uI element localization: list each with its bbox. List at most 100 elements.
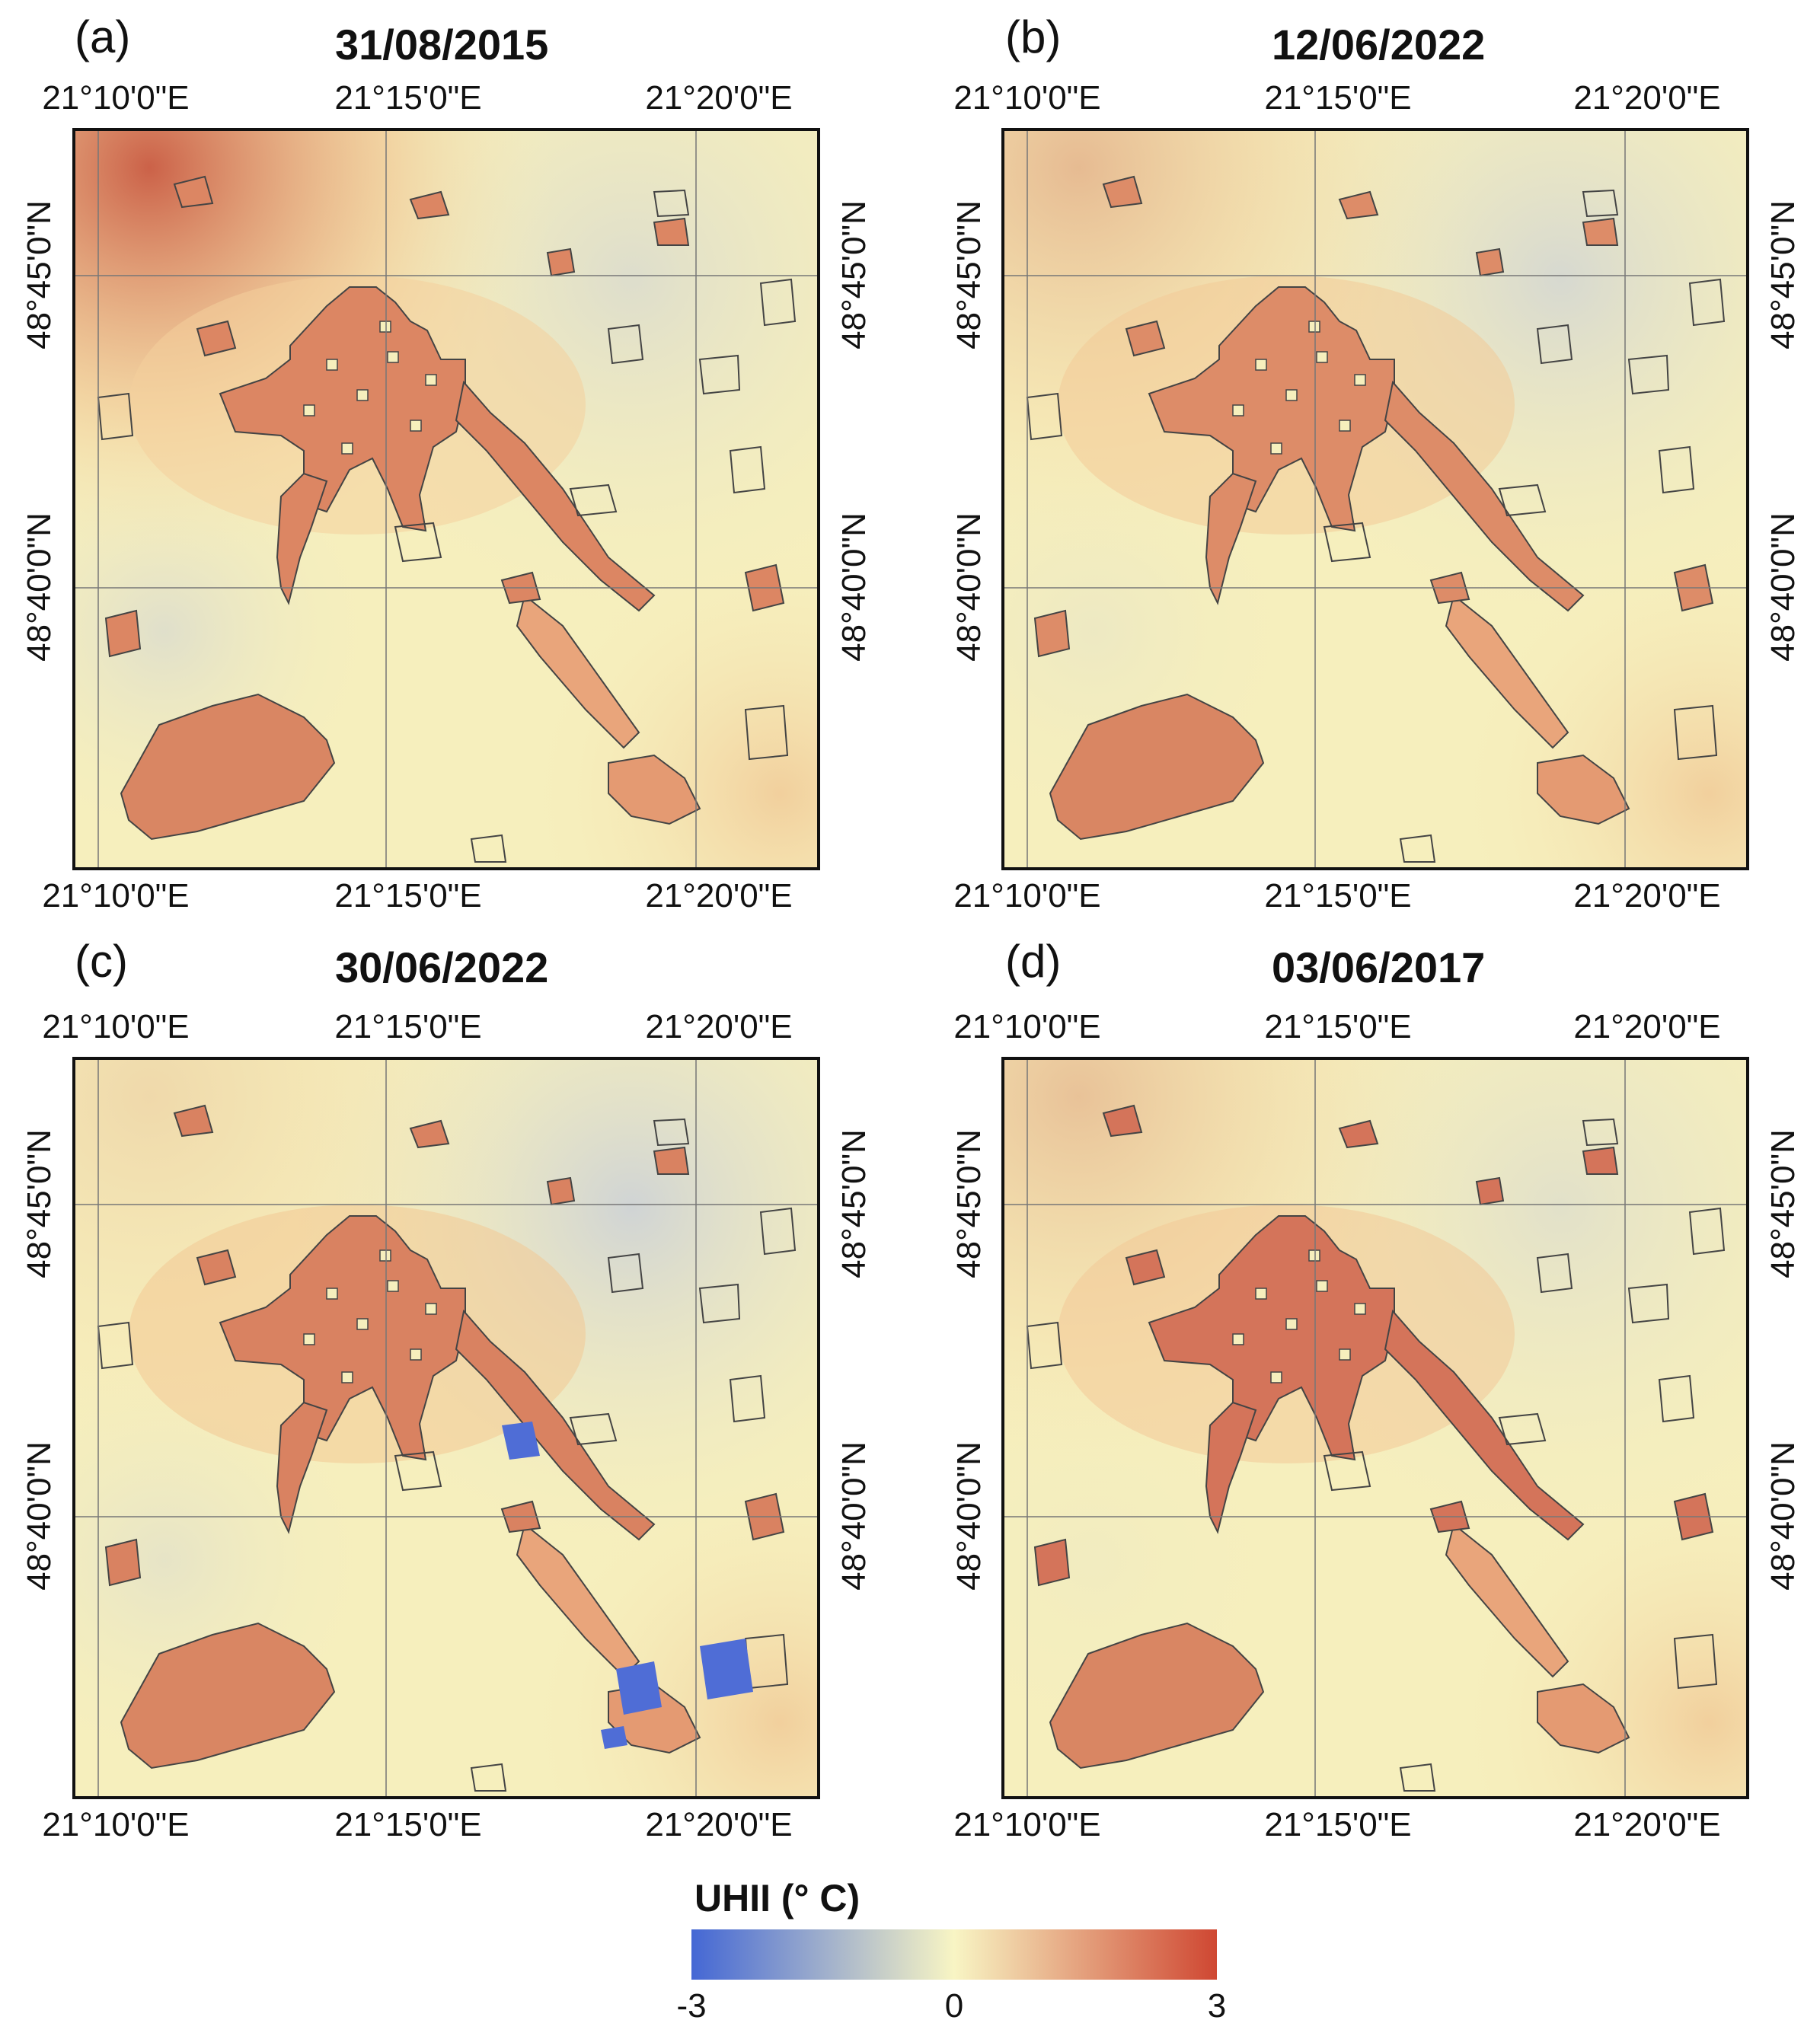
lon-tick-top: 21°10'0"E	[953, 1008, 1101, 1045]
lon-tick-bottom: 21°20'0"E	[1573, 877, 1721, 914]
lat-tick-left: 48°40'0"N	[21, 1441, 58, 1591]
built-up-patch	[104, 609, 142, 658]
land-cover-outline	[759, 1207, 797, 1256]
built-up-patch	[546, 247, 576, 277]
built-up-patch	[653, 1146, 690, 1175]
land-cover-outline	[1673, 1633, 1718, 1690]
land-cover-outline	[698, 1283, 741, 1324]
land-cover-outline	[97, 392, 134, 441]
land-cover-outline	[1673, 704, 1718, 761]
land-cover-outline	[729, 445, 766, 494]
urban-gap	[1308, 1249, 1320, 1262]
panel-date: 03/06/2017	[1272, 943, 1486, 991]
land-cover-outline	[1323, 1450, 1371, 1492]
built-up-patch	[1338, 1119, 1379, 1149]
land-cover-outline	[1658, 445, 1695, 494]
urban-gap	[1255, 1288, 1267, 1300]
uhii-map	[72, 1057, 820, 1799]
built-up-patch	[1475, 247, 1505, 277]
land-cover-outline	[1498, 483, 1547, 517]
lat-tick-left: 48°45'0"N	[950, 1129, 988, 1278]
lat-tick-right: 48°45'0"N	[1764, 1129, 1802, 1278]
urban-gap	[387, 351, 399, 363]
built-up-patch	[1338, 190, 1379, 220]
urban-gap	[1232, 1333, 1244, 1345]
urban-gap	[341, 1371, 353, 1383]
urban-gap	[356, 1318, 369, 1330]
urban-gap	[1354, 374, 1366, 386]
land-cover-outline	[653, 1118, 690, 1147]
land-cover-outline	[1026, 392, 1063, 441]
panel-letter: (b)	[1005, 11, 1062, 62]
panel-date: 31/08/2015	[335, 21, 549, 69]
cool-anomaly-patch	[601, 1726, 627, 1749]
lat-tick-right: 48°45'0"N	[835, 1129, 873, 1278]
urban-strip-east	[1445, 594, 1569, 749]
lat-tick-left: 48°40'0"N	[950, 1441, 988, 1591]
land-cover-outline	[607, 1253, 644, 1294]
panel-letter: (a)	[75, 11, 131, 62]
lon-tick-top: 21°15'0"E	[334, 79, 482, 116]
urban-gap	[326, 359, 338, 371]
urban-gap	[1270, 1371, 1282, 1383]
land-cover-outline	[1399, 1763, 1436, 1792]
lon-tick-top: 21°20'0"E	[1573, 1008, 1721, 1045]
industrial-patch-southwest	[120, 693, 336, 841]
built-up-patch	[104, 1538, 142, 1587]
land-cover-outline	[569, 483, 618, 517]
land-cover-outline	[394, 522, 442, 563]
land-cover-outline	[1498, 1412, 1547, 1446]
urban-corridor	[1384, 380, 1585, 612]
lon-tick-top: 21°20'0"E	[1573, 79, 1721, 116]
land-cover-outline	[1627, 354, 1670, 395]
panel-letter: (d)	[1005, 936, 1062, 987]
urban-gap	[341, 442, 353, 455]
lon-tick-bottom: 21°15'0"E	[1264, 1806, 1412, 1843]
lon-tick-bottom: 21°15'0"E	[1264, 877, 1412, 914]
cool-anomaly-patch	[616, 1661, 662, 1715]
land-cover-outline	[744, 704, 789, 761]
lon-tick-bottom: 21°15'0"E	[334, 1806, 482, 1843]
urban-corridor	[455, 380, 656, 612]
lat-tick-right: 48°40'0"N	[1764, 512, 1802, 662]
urban-strip-east	[1445, 1523, 1569, 1678]
lat-tick-right: 48°45'0"N	[835, 200, 873, 349]
legend-title: UHII (° C)	[694, 1877, 861, 1920]
urban-gap	[356, 389, 369, 401]
land-cover-outline	[569, 1412, 618, 1446]
lon-tick-bottom: 21°20'0"E	[1573, 1806, 1721, 1843]
urban-gap	[1308, 321, 1320, 333]
panel-letter: (c)	[75, 936, 128, 987]
land-cover-outline	[1536, 1253, 1573, 1294]
panel-date: 30/06/2022	[335, 943, 549, 991]
legend-mid-label: 0	[944, 1987, 964, 2025]
urban-gap	[1339, 420, 1351, 432]
urban-gap	[425, 1303, 437, 1315]
uhii-map	[1001, 1057, 1749, 1799]
land-cover-outline	[698, 354, 741, 395]
land-cover-outline	[1026, 1321, 1063, 1370]
uhii-map	[1001, 128, 1749, 870]
land-cover-outline	[1688, 1207, 1726, 1256]
built-up-patch	[1102, 1104, 1143, 1138]
lon-tick-bottom: 21°10'0"E	[953, 877, 1101, 914]
uhii-legend: UHII (° C) -3 0 3	[0, 1858, 1820, 2036]
urban-strip-west	[1205, 1401, 1257, 1534]
land-cover-outline	[759, 278, 797, 327]
industrial-patch-southwest	[1049, 1622, 1265, 1770]
lat-tick-right: 48°45'0"N	[1764, 200, 1802, 349]
urban-gap	[1285, 389, 1298, 401]
cool-anomaly-patch	[502, 1422, 540, 1460]
urban-gap	[379, 321, 391, 333]
built-up-patch	[546, 1176, 576, 1206]
cool-anomaly-patch	[700, 1639, 753, 1699]
lon-tick-bottom: 21°10'0"E	[953, 1806, 1101, 1843]
lon-tick-bottom: 21°10'0"E	[42, 1806, 190, 1843]
lon-tick-top: 21°20'0"E	[645, 1008, 793, 1045]
urban-core	[1148, 1215, 1395, 1461]
land-cover-outline	[1627, 1283, 1670, 1324]
land-cover-outline	[97, 1321, 134, 1370]
built-up-patch	[1033, 609, 1071, 658]
lon-tick-bottom: 21°15'0"E	[334, 877, 482, 914]
industrial-patch-southeast	[1537, 754, 1630, 825]
